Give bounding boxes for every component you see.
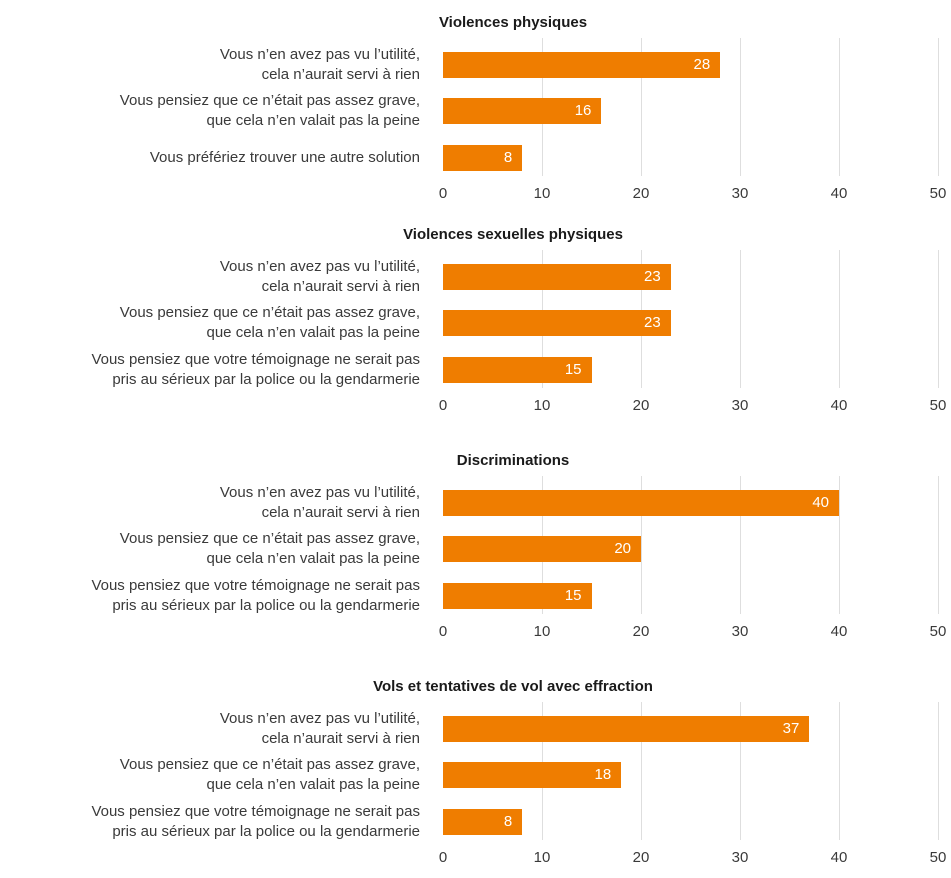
bar [443,762,621,788]
x-tick-label: 10 [533,849,551,866]
x-tick-label: 40 [830,185,848,202]
gridline [740,476,741,614]
x-tick-label: 50 [929,849,947,866]
x-tick-label: 0 [438,849,448,866]
x-tick-label: 0 [438,623,448,640]
x-tick-label: 0 [438,397,448,414]
bar-value-label: 8 [503,149,513,166]
bar-value-label: 15 [564,587,582,604]
category-label: Vous pensiez que votre témoignage ne ser… [91,577,420,614]
gridline [740,250,741,388]
category-label: Vous n’en avez pas vu l’utilité, cela n’… [219,258,420,295]
x-tick-label: 10 [533,623,551,640]
panel-title: Discriminations [456,452,570,469]
x-tick-label: 30 [731,185,749,202]
chart-panel: Violences sexuelles physiques 0 10 20 30 40 50… [0,218,951,418]
bar [443,98,601,124]
x-tick-label: 20 [632,397,650,414]
bar-value-label: 40 [812,494,829,511]
gridline [839,702,840,840]
bar [443,264,671,290]
gridline [740,702,741,840]
category-label: Vous pensiez que ce n’était pas assez gr… [119,756,420,793]
bar [443,583,592,609]
gridline [938,38,939,176]
category-label: Vous pensiez que votre témoignage ne ser… [91,803,420,840]
category-label: Vous pensiez que ce n’était pas assez gr… [119,92,420,129]
bar-value-label: 20 [614,540,631,557]
x-tick-label: 10 [533,397,551,414]
bar [443,310,671,336]
x-tick-label: 40 [830,397,848,414]
category-label: Vous n’en avez pas vu l’utilité, cela n’… [219,46,420,83]
bar [443,145,522,171]
bar-value-label: 28 [693,56,711,73]
gridline [641,476,642,614]
x-tick-label: 50 [929,185,947,202]
bar-value-label: 15 [564,361,582,378]
panel-title: Violences sexuelles physiques [403,226,623,243]
bar-value-label: 16 [574,102,592,119]
bar [443,52,720,78]
x-tick-label: 20 [632,623,650,640]
category-label: Vous n’en avez pas vu l’utilité, cela n’… [219,710,420,747]
bar-value-label: 37 [782,720,800,737]
x-tick-label: 50 [929,623,947,640]
x-tick-label: 20 [632,849,650,866]
category-label: Vous pensiez que ce n’était pas assez gr… [119,304,420,341]
category-label: Vous n’en avez pas vu l’utilité, cela n’… [219,484,420,521]
x-tick-label: 20 [632,185,650,202]
panel-title: Vols et tentatives de vol avec effractio… [373,678,653,695]
gridline [839,38,840,176]
bar [443,716,809,742]
x-tick-label: 30 [731,623,749,640]
x-tick-label: 40 [830,849,848,866]
bar-value-label: 23 [644,268,661,285]
bar-value-label: 23 [644,314,661,331]
category-label: Vous pensiez que ce n’était pas assez gr… [119,530,420,567]
chart-panel: Discriminations 0 10 20 30 40 50 Vous n’en avez… [0,444,951,644]
bar [443,357,592,383]
gridline [641,702,642,840]
panel-title: Violences physiques [438,14,588,31]
gridline [938,476,939,614]
x-tick-label: 50 [929,397,947,414]
x-tick-label: 0 [438,185,448,202]
gridline [839,476,840,614]
gridline [938,702,939,840]
gridline [938,250,939,388]
x-tick-label: 30 [731,849,749,866]
x-tick-label: 40 [830,623,848,640]
gridline [641,38,642,176]
bar [443,490,839,516]
bar [443,536,641,562]
category-label: Vous pensiez que votre témoignage ne ser… [91,351,420,388]
gridline [839,250,840,388]
bar [443,809,522,835]
bar-value-label: 18 [594,766,612,783]
x-tick-label: 10 [533,185,551,202]
chart-panel: Violences physiques 0 10 20 30 40 50 Vous n’en … [0,6,951,206]
category-label: Vous préfériez trouver une autre solutio… [149,149,420,166]
chart-panel: Vols et tentatives de vol avec effractio… [0,670,951,870]
bar-value-label: 8 [503,813,513,830]
x-tick-label: 30 [731,397,749,414]
gridline [740,38,741,176]
